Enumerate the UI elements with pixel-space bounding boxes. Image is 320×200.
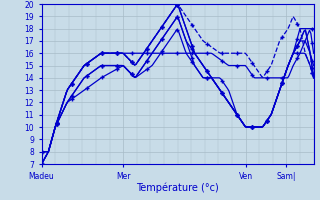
X-axis label: Température (°c): Température (°c) <box>136 182 219 193</box>
